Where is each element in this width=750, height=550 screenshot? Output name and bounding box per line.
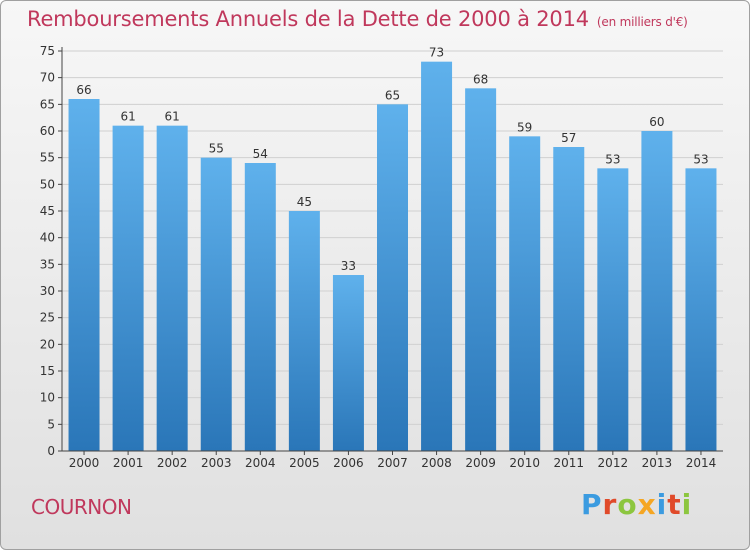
town-name: COURNON xyxy=(31,495,132,519)
y-tick-label: 70 xyxy=(40,71,55,85)
bar-2000 xyxy=(68,99,100,451)
value-label: 55 xyxy=(209,142,224,156)
y-tick-label: 40 xyxy=(40,231,55,245)
y-tick-label: 50 xyxy=(40,177,55,191)
chart-title-text: Remboursements Annuels de la Dette de 20… xyxy=(27,7,589,31)
logo-letter: P xyxy=(581,488,603,521)
logo-letter: x xyxy=(637,488,657,521)
bar-2008 xyxy=(421,61,453,452)
bar-2004 xyxy=(244,163,276,451)
logo-letter: o xyxy=(617,488,638,521)
x-tick-label: 2008 xyxy=(421,456,452,470)
x-tick-label: 2003 xyxy=(201,456,232,470)
chart-title: Remboursements Annuels de la Dette de 20… xyxy=(27,7,688,31)
logo-letter: t xyxy=(667,488,682,521)
x-tick-label: 2011 xyxy=(553,456,584,470)
x-tick-label: 2010 xyxy=(509,456,540,470)
bar-2007 xyxy=(377,104,408,451)
bar-2013 xyxy=(641,131,673,451)
x-tick-label: 2013 xyxy=(642,456,673,470)
value-label: 60 xyxy=(649,115,664,129)
logo-letter: i xyxy=(681,488,693,521)
value-label: 73 xyxy=(429,46,444,60)
value-label: 59 xyxy=(517,120,532,134)
x-tick-label: 2005 xyxy=(289,456,320,470)
value-label: 45 xyxy=(297,195,312,209)
value-label: 65 xyxy=(385,88,400,102)
proxiti-logo[interactable]: Proxiti xyxy=(581,488,692,521)
value-label: 68 xyxy=(473,72,488,86)
axes: 0 5 10 15 20 25 30 35 40 45 50 55 60 65 70 75 2000 2001 20… xyxy=(40,44,723,470)
x-tick-label: 2009 xyxy=(465,456,496,470)
value-label: 53 xyxy=(693,152,708,166)
bar-2001 xyxy=(112,125,144,452)
x-tick-label: 2007 xyxy=(377,456,408,470)
x-tick-label: 2001 xyxy=(113,456,144,470)
y-tick-label: 20 xyxy=(40,337,55,351)
logo-letter: i xyxy=(656,488,668,521)
bar-2006 xyxy=(332,275,364,451)
y-tick-label: 45 xyxy=(40,204,55,218)
bar-2009 xyxy=(465,88,497,451)
bar-2002 xyxy=(156,125,188,452)
x-tick-label: 2004 xyxy=(245,456,276,470)
bar-2012 xyxy=(597,168,629,452)
y-tick-label: 25 xyxy=(40,311,55,325)
bar-2003 xyxy=(200,157,232,451)
y-tick-label: 65 xyxy=(40,97,55,111)
value-label: 66 xyxy=(76,83,91,97)
value-label: 61 xyxy=(165,110,180,124)
x-tick-label: 2014 xyxy=(686,456,717,470)
y-tick-label: 55 xyxy=(40,151,55,165)
value-label: 53 xyxy=(605,152,620,166)
y-tick-label: 30 xyxy=(40,284,55,298)
bar-2011 xyxy=(553,147,585,451)
y-tick-label: 5 xyxy=(47,417,55,431)
x-tick-label: 2000 xyxy=(69,456,100,470)
value-label: 61 xyxy=(120,110,135,124)
bars xyxy=(68,61,717,452)
y-tick-label: 60 xyxy=(40,124,55,138)
chart-subtitle: (en milliers d'€) xyxy=(596,15,688,29)
logo-letter: r xyxy=(602,488,618,521)
bar-2005 xyxy=(288,211,320,451)
x-tick-label: 2012 xyxy=(598,456,629,470)
bar-2010 xyxy=(509,136,541,452)
y-tick-label: 35 xyxy=(40,257,55,271)
value-label: 33 xyxy=(341,259,356,273)
value-labels: 66 61 61 55 54 45 33 65 73 68 59 57 53 60 53 xyxy=(76,46,708,273)
value-label: 54 xyxy=(253,147,268,161)
value-label: 57 xyxy=(561,131,576,145)
x-tick-label: 2006 xyxy=(333,456,364,470)
bar-2014 xyxy=(685,168,717,452)
x-tick-label: 2002 xyxy=(157,456,188,470)
y-tick-label: 75 xyxy=(40,44,55,58)
y-tick-label: 15 xyxy=(40,364,55,378)
y-tick-label: 10 xyxy=(40,391,55,405)
y-tick-label: 0 xyxy=(47,444,55,458)
